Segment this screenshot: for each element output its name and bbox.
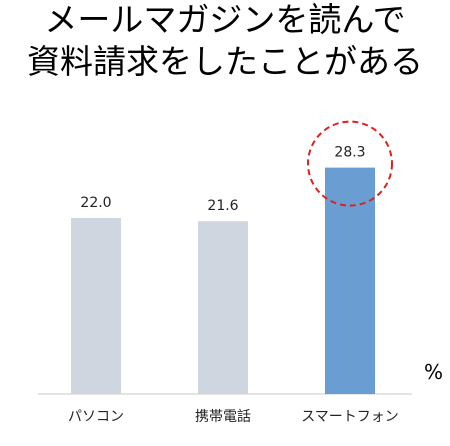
highlight-dashed-circle (307, 120, 393, 207)
category-label-2: 携帯電話 (195, 408, 251, 425)
data-label-1: 22.0 (80, 195, 111, 211)
category-label-1: パソコン (68, 409, 124, 425)
category-label-3: スマートフォン (301, 409, 399, 425)
data-label-3: 28.3 (334, 145, 365, 161)
bar-1 (71, 218, 121, 394)
chart-title-line-1: メールマガジンを読んで (44, 0, 406, 39)
bar-2 (198, 221, 248, 394)
unit-label: % (424, 360, 444, 384)
chart-title-line-2: 資料請求をしたことがある (27, 42, 423, 81)
data-label-2: 21.6 (207, 198, 238, 214)
